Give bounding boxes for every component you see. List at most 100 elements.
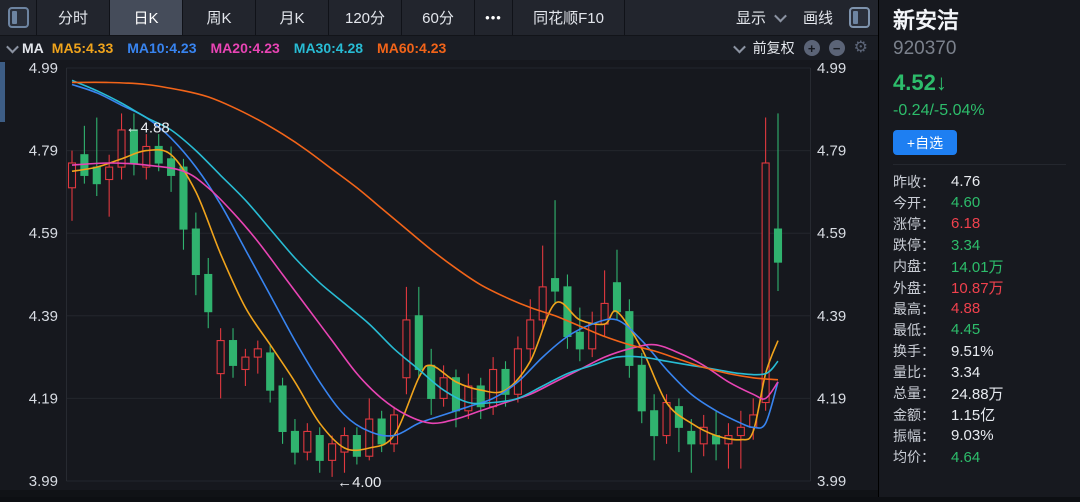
price-annotation: ←4.00	[337, 474, 381, 491]
candle-body	[241, 356, 250, 371]
sidebar-toggle-icon	[7, 7, 29, 28]
ma20-line	[71, 162, 779, 425]
zoom-in-button[interactable]: +	[803, 40, 820, 56]
panel-layout-toggle-icon[interactable]	[849, 7, 870, 28]
candle-body	[290, 430, 299, 453]
y-axis-label-right: 3.99	[817, 473, 846, 490]
candle-body	[687, 430, 696, 445]
candle-body	[699, 426, 708, 445]
ma60-legend: MA60:4.23	[377, 40, 447, 56]
tab-weekly-k[interactable]: 周K	[183, 0, 256, 35]
stat-row: 振幅： 9.03%	[893, 425, 1080, 446]
stat-value: 10.87万	[951, 280, 1004, 298]
y-axis-label-right: 4.59	[817, 225, 846, 242]
stat-value: 1.15亿	[951, 407, 996, 425]
y-axis-label-left: 4.39	[29, 308, 58, 325]
candle-body	[142, 145, 151, 168]
ma10-legend: MA10:4.23	[127, 40, 197, 56]
candle-body	[216, 340, 225, 375]
stat-value: 14.01万	[951, 258, 1004, 276]
stat-value: 4.45	[951, 321, 981, 339]
candle-body	[402, 319, 411, 379]
tab-timeshare[interactable]: 分时	[37, 0, 110, 35]
adjust-mode-selector[interactable]: 前复权	[752, 40, 795, 56]
candle-body	[92, 166, 101, 185]
stat-label: 振幅：	[893, 427, 935, 444]
stat-label: 最低：	[893, 321, 935, 338]
candle-body	[637, 364, 646, 412]
stock-code: 920370	[893, 38, 957, 59]
ma30-line	[71, 79, 779, 405]
candle-body	[278, 385, 287, 432]
stat-row: 总量： 24.88万	[893, 383, 1080, 404]
stat-value: 3.34	[951, 236, 981, 254]
candle-body	[662, 401, 671, 437]
candle-body	[501, 368, 510, 395]
ths-f10-button[interactable]: 同花顺F10	[513, 0, 625, 35]
stat-label: 换手：	[893, 343, 935, 360]
ma-group-toggle[interactable]: MA	[0, 40, 52, 56]
candle-body	[588, 323, 597, 350]
stat-label: 跌停：	[893, 237, 935, 254]
zoom-out-button[interactable]: −	[828, 40, 845, 56]
candle-body	[513, 348, 522, 395]
more-periods-button[interactable]: •••	[475, 0, 513, 35]
tab-daily-k[interactable]: 日K	[110, 0, 183, 35]
period-toolbar: 分时 日K 周K 月K 120分 60分 ••• 同花顺F10 显示 画线	[0, 0, 878, 36]
candle-body	[612, 282, 622, 313]
stat-label: 量比：	[893, 364, 935, 381]
ma60-line	[71, 81, 779, 381]
candle-body	[575, 331, 584, 350]
stat-row: 最高： 4.88	[893, 298, 1080, 319]
stat-value: 9.03%	[951, 427, 994, 445]
toolbar-spacer	[625, 0, 732, 35]
gear-icon[interactable]: ⚙	[853, 39, 868, 56]
y-axis-label-right: 4.39	[817, 308, 846, 325]
candle-body	[414, 315, 423, 371]
left-scroll-indicator	[0, 62, 5, 122]
chevron-down-icon	[732, 40, 746, 53]
quote-panel: 新安洁 920370 4.52↓ -0.24/-5.04% +自选 昨收： 4.7…	[878, 0, 1080, 497]
y-axis-label-right: 4.99	[817, 60, 846, 77]
stock-name: 新安洁	[893, 8, 960, 33]
y-axis-label-left: 4.79	[29, 143, 58, 160]
stat-row: 外盘： 10.87万	[893, 277, 1080, 298]
sidebar-toggle-button[interactable]	[0, 0, 37, 35]
add-watchlist-button[interactable]: +自选	[893, 130, 957, 155]
y-axis-label-left: 3.99	[29, 473, 58, 490]
candle-body	[625, 311, 634, 366]
y-axis-label-left: 4.19	[29, 390, 58, 407]
stat-label: 内盘：	[893, 258, 935, 275]
price-annotation: ←4.88	[126, 119, 170, 136]
candle-body	[551, 278, 560, 292]
stat-value: 4.76	[951, 173, 981, 191]
candle-body	[129, 129, 138, 164]
stat-value: 4.60	[951, 194, 981, 212]
stat-value: 24.88万	[951, 385, 1004, 403]
candle-body	[204, 273, 213, 313]
tab-120min[interactable]: 120分	[329, 0, 402, 35]
stat-label: 昨收：	[893, 173, 935, 190]
ma10-line	[71, 83, 779, 437]
chevron-down-icon	[6, 40, 19, 53]
y-axis-label-left: 4.99	[29, 60, 58, 77]
divider	[893, 164, 1066, 165]
ma20-legend: MA20:4.23	[210, 40, 280, 56]
candle-body	[253, 348, 262, 358]
kline-chart[interactable]: 4.99 4.99 4.79 4.79 4.59 4.59 4.39 4.39 4.19 4.19…	[0, 60, 878, 497]
stat-label: 最高：	[893, 300, 935, 317]
tab-60min[interactable]: 60分	[402, 0, 475, 35]
tab-monthly-k[interactable]: 月K	[256, 0, 329, 35]
stat-label: 今开：	[893, 194, 935, 211]
stat-row: 昨收： 4.76	[893, 171, 1080, 192]
stat-label: 总量：	[893, 385, 935, 402]
candle-body	[464, 385, 473, 412]
candle-body	[526, 319, 535, 350]
candle-body	[761, 162, 770, 404]
display-menu-button[interactable]: 显示	[735, 10, 766, 27]
y-axis-label-right: 4.19	[817, 390, 846, 407]
stat-value: 4.64	[951, 448, 981, 466]
stat-row: 均价： 4.64	[893, 446, 1080, 467]
candle-body	[179, 166, 188, 230]
draw-line-button[interactable]: 画线	[802, 10, 833, 27]
